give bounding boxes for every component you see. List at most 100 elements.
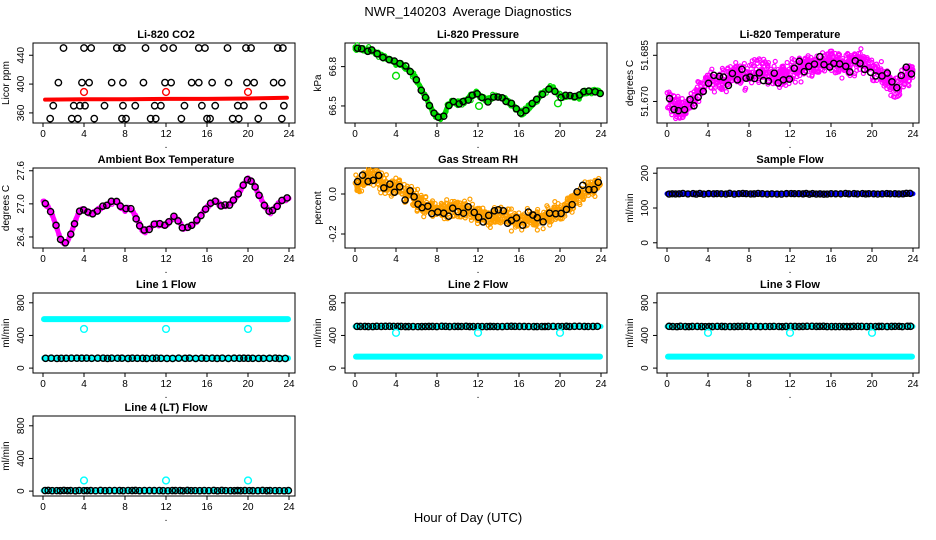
svg-text:800: 800 bbox=[640, 294, 651, 311]
subplot-li820-temperature: Li-820 Temperature degrees C . 0 4 8 12 16 20… bbox=[624, 25, 936, 150]
svg-text:12: 12 bbox=[160, 129, 172, 140]
x-axis-dot-label: . bbox=[789, 140, 792, 150]
svg-text:20: 20 bbox=[554, 254, 566, 265]
svg-text:66.5: 66.5 bbox=[328, 96, 339, 116]
svg-text:800: 800 bbox=[328, 294, 339, 311]
svg-text:12: 12 bbox=[472, 379, 484, 390]
svg-text:800: 800 bbox=[16, 294, 27, 311]
subplot-title: Li-820 Temperature bbox=[740, 29, 841, 41]
svg-text:24: 24 bbox=[595, 129, 607, 140]
subplot-title: Line 1 Flow bbox=[136, 279, 196, 291]
subplot-li820-co2: Li-820 CO2 Licor ppm . 0 4 8 12 16 20 24 360 400… bbox=[0, 25, 312, 150]
svg-text:20: 20 bbox=[866, 379, 878, 390]
svg-text:440: 440 bbox=[16, 46, 27, 63]
svg-text:200: 200 bbox=[640, 164, 651, 181]
svg-text:400: 400 bbox=[16, 75, 27, 92]
y-axis-label: percent bbox=[313, 191, 324, 225]
svg-text:8: 8 bbox=[122, 129, 128, 140]
svg-text:20: 20 bbox=[242, 379, 254, 390]
subplot-title: Gas Stream RH bbox=[438, 154, 518, 166]
svg-text:8: 8 bbox=[434, 379, 440, 390]
y-axis-label: kPa bbox=[313, 74, 324, 92]
svg-text:27.6: 27.6 bbox=[16, 161, 27, 181]
x-axis-dot-label: . bbox=[165, 265, 168, 275]
plot-content: 0 4 8 12 16 20 24 0 400 800 bbox=[328, 292, 608, 390]
svg-text:0: 0 bbox=[40, 379, 46, 390]
svg-text:16: 16 bbox=[825, 379, 837, 390]
svg-text:4: 4 bbox=[705, 254, 711, 265]
svg-text:-0.2: -0.2 bbox=[328, 225, 339, 243]
svg-text:0: 0 bbox=[664, 129, 670, 140]
plot-li820-co2: Li-820 CO2 Licor ppm . 0 4 8 12 16 20 24 360 400… bbox=[1, 29, 296, 150]
subplot-sample-flow: Sample Flow ml/min . 0 4 8 12 16 20 24 0 100 200 bbox=[624, 150, 936, 275]
y-axis-label: ml/min bbox=[625, 193, 636, 222]
plot-line1-flow: Line 1 Flow ml/min . 0 4 8 12 16 20 24 0 400 800 bbox=[1, 279, 296, 400]
svg-text:16: 16 bbox=[201, 379, 213, 390]
svg-text:0: 0 bbox=[352, 379, 358, 390]
svg-text:24: 24 bbox=[907, 254, 919, 265]
svg-text:8: 8 bbox=[746, 379, 752, 390]
svg-text:0.0: 0.0 bbox=[328, 187, 339, 201]
subplot-title: Line 3 Flow bbox=[760, 279, 820, 291]
svg-text:0: 0 bbox=[664, 254, 670, 265]
svg-text:360: 360 bbox=[16, 104, 27, 121]
subplot-line1-flow: Line 1 Flow ml/min . 0 4 8 12 16 20 24 0 400 800 bbox=[0, 275, 312, 400]
plot-line2-flow: Line 2 Flow ml/min . 0 4 8 12 16 20 24 0 400 800 bbox=[313, 279, 608, 400]
x-axis-dot-label: . bbox=[477, 265, 480, 275]
x-axis-dot-label: . bbox=[165, 390, 168, 400]
subplot-li820-pressure: Li-820 Pressure kPa . 0 4 8 12 16 20 24 66.5 66.… bbox=[312, 25, 624, 150]
svg-text:400: 400 bbox=[16, 327, 27, 344]
subplot-line3-flow: Line 3 Flow ml/min . 0 4 8 12 16 20 24 0 400 800 bbox=[624, 275, 936, 400]
x-axis-dot-label: . bbox=[789, 390, 792, 400]
y-axis-label: Licor ppm bbox=[1, 61, 12, 105]
svg-text:16: 16 bbox=[201, 254, 213, 265]
svg-text:400: 400 bbox=[328, 327, 339, 344]
svg-text:16: 16 bbox=[513, 254, 525, 265]
x-axis-dot-label: . bbox=[477, 140, 480, 150]
svg-text:20: 20 bbox=[242, 129, 254, 140]
svg-text:24: 24 bbox=[283, 254, 295, 265]
subplot-line2-flow: Line 2 Flow ml/min . 0 4 8 12 16 20 24 0 400 800 bbox=[312, 275, 624, 400]
svg-text:12: 12 bbox=[784, 379, 796, 390]
svg-text:20: 20 bbox=[866, 129, 878, 140]
svg-text:24: 24 bbox=[283, 379, 295, 390]
plot-content: 0 4 8 12 16 20 24 360 400 440 bbox=[16, 42, 296, 140]
plot-ambient-box-temperature: Ambient Box Temperature degrees C . 0 4 8 1… bbox=[1, 154, 296, 275]
svg-text:16: 16 bbox=[201, 129, 213, 140]
svg-text:16: 16 bbox=[201, 502, 213, 513]
svg-text:20: 20 bbox=[554, 379, 566, 390]
svg-text:0: 0 bbox=[352, 129, 358, 140]
subplot-ambient-box-temperature: Ambient Box Temperature degrees C . 0 4 8 1… bbox=[0, 150, 312, 275]
plot-gas-stream-rh: Gas Stream RH percent . 0 4 8 12 16 20 24-0.20… bbox=[313, 154, 608, 275]
svg-text:4: 4 bbox=[81, 254, 87, 265]
svg-text:16: 16 bbox=[825, 129, 837, 140]
svg-text:12: 12 bbox=[160, 379, 172, 390]
svg-text:4: 4 bbox=[81, 379, 87, 390]
x-axis-dot-label: . bbox=[165, 140, 168, 150]
svg-text:4: 4 bbox=[705, 379, 711, 390]
page-title: NWR_140203 Average Diagnostics bbox=[364, 4, 572, 19]
plot-content: 0 4 8 12 16 20 24 0 400 800 bbox=[640, 292, 920, 390]
svg-text:16: 16 bbox=[825, 254, 837, 265]
svg-text:51.670: 51.670 bbox=[640, 86, 651, 117]
subplot-gas-stream-rh: Gas Stream RH percent . 0 4 8 12 16 20 24 -0.2 0… bbox=[312, 150, 624, 275]
svg-text:4: 4 bbox=[393, 254, 399, 265]
svg-text:100: 100 bbox=[640, 199, 651, 216]
svg-text:16: 16 bbox=[513, 379, 525, 390]
plot-line3-flow: Line 3 Flow ml/min . 0 4 8 12 16 20 24 0 400 800 bbox=[625, 279, 920, 400]
svg-text:20: 20 bbox=[242, 254, 254, 265]
svg-text:0: 0 bbox=[40, 502, 46, 513]
subplot-line4-lt-flow: Line 4 (LT) Flow ml/min . 0 4 8 12 16 20 24 0 40… bbox=[0, 398, 312, 523]
svg-text:8: 8 bbox=[122, 502, 128, 513]
svg-text:0: 0 bbox=[664, 379, 670, 390]
svg-text:16: 16 bbox=[513, 129, 525, 140]
svg-text:12: 12 bbox=[160, 254, 172, 265]
svg-text:12: 12 bbox=[784, 254, 796, 265]
svg-text:800: 800 bbox=[16, 417, 27, 434]
svg-text:4: 4 bbox=[393, 379, 399, 390]
svg-text:400: 400 bbox=[640, 327, 651, 344]
svg-text:0: 0 bbox=[328, 365, 339, 371]
svg-text:0: 0 bbox=[40, 254, 46, 265]
x-axis-dot-label: . bbox=[165, 513, 168, 523]
svg-text:0: 0 bbox=[40, 129, 46, 140]
